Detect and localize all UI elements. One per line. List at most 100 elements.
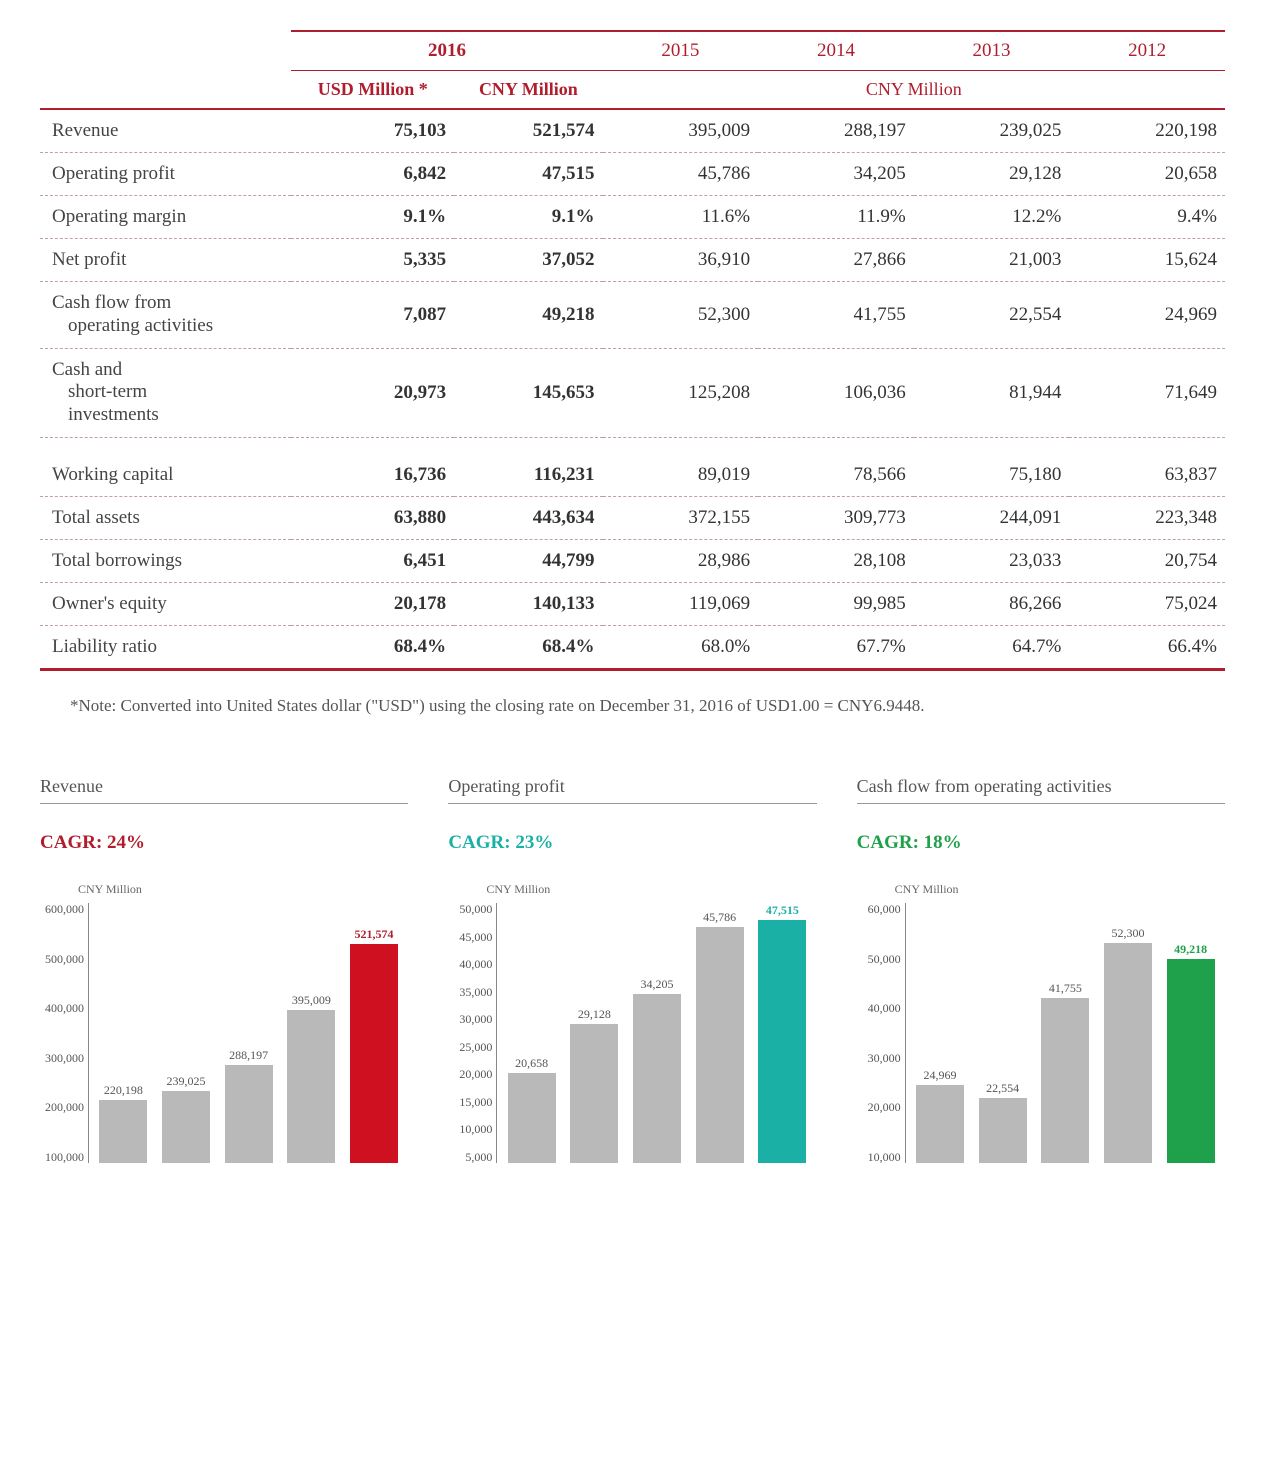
row-label: Working capital (40, 437, 291, 496)
cell: 64.7% (914, 625, 1070, 669)
bar-wrap: 47,515 (754, 903, 811, 1163)
cell: 106,036 (758, 348, 914, 437)
bar-value-label: 395,009 (292, 993, 331, 1008)
cell: 140,133 (454, 582, 602, 625)
chart-area: 600,000500,000400,000300,000200,000100,0… (40, 903, 408, 1163)
cagr-label: CAGR: 24% (40, 832, 408, 854)
y-tick: 50,000 (459, 903, 492, 915)
cell: 220,198 (1069, 109, 1225, 153)
bar-wrap: 49,218 (1162, 903, 1219, 1163)
cell: 78,566 (758, 437, 914, 496)
cell: 47,515 (454, 153, 602, 196)
table-row: Cash flow fromoperating activities7,0874… (40, 282, 1225, 349)
chart-block: Operating profitCAGR: 23%CNY Million50,0… (448, 776, 816, 1163)
bar-value-label: 220,198 (104, 1083, 143, 1098)
chart-title: Cash flow from operating activities (857, 776, 1225, 804)
y-tick: 25,000 (459, 1041, 492, 1053)
chart-area: 60,00050,00040,00030,00020,00010,00024,9… (857, 903, 1225, 1163)
cell: 223,348 (1069, 496, 1225, 539)
cagr-label: CAGR: 23% (448, 832, 816, 854)
y-axis: 50,00045,00040,00035,00030,00025,00020,0… (448, 903, 496, 1163)
y-tick: 200,000 (45, 1101, 84, 1113)
cell: 244,091 (914, 496, 1070, 539)
y-tick: 45,000 (459, 931, 492, 943)
cell: 24,969 (1069, 282, 1225, 349)
y-tick: 5,000 (465, 1151, 492, 1163)
cell: 75,024 (1069, 582, 1225, 625)
row-label: Operating margin (40, 196, 291, 239)
bar-wrap: 395,009 (283, 903, 340, 1163)
y-tick: 35,000 (459, 986, 492, 998)
cell: 9.4% (1069, 196, 1225, 239)
y-tick: 500,000 (45, 953, 84, 965)
cell: 443,634 (454, 496, 602, 539)
cell: 37,052 (454, 239, 602, 282)
y-tick: 400,000 (45, 1002, 84, 1014)
cell: 9.1% (454, 196, 602, 239)
unit-cny-2016: CNY Million (454, 71, 602, 110)
cell: 22,554 (914, 282, 1070, 349)
cell: 27,866 (758, 239, 914, 282)
cell: 288,197 (758, 109, 914, 153)
cell: 41,755 (758, 282, 914, 349)
cell: 52,300 (603, 282, 759, 349)
bar-value-label: 22,554 (986, 1081, 1019, 1096)
cell: 89,019 (603, 437, 759, 496)
footnote-text: *Note: Converted into United States doll… (70, 696, 1225, 716)
cell: 7,087 (291, 282, 454, 349)
table-year-header: 2016 2015 2014 2013 2012 (40, 31, 1225, 71)
cell: 68.4% (454, 625, 602, 669)
cell: 45,786 (603, 153, 759, 196)
bar-value-label: 239,025 (167, 1074, 206, 1089)
cell: 9.1% (291, 196, 454, 239)
row-label: Cash flow fromoperating activities (40, 282, 291, 349)
table-row: Net profit5,33537,05236,91027,86621,0031… (40, 239, 1225, 282)
axis-unit-label: CNY Million (486, 882, 816, 897)
charts-container: RevenueCAGR: 24%CNY Million600,000500,00… (40, 776, 1225, 1163)
row-label: Owner's equity (40, 582, 291, 625)
bar (350, 944, 398, 1163)
bar-value-label: 20,658 (515, 1056, 548, 1071)
y-tick: 10,000 (459, 1123, 492, 1135)
cell: 11.6% (603, 196, 759, 239)
bar (916, 1085, 964, 1163)
cell: 63,837 (1069, 437, 1225, 496)
y-tick: 30,000 (868, 1052, 901, 1064)
y-axis: 60,00050,00040,00030,00020,00010,000 (857, 903, 905, 1163)
bar-value-label: 45,786 (703, 910, 736, 925)
cell: 116,231 (454, 437, 602, 496)
cell: 49,218 (454, 282, 602, 349)
bar-wrap: 41,755 (1037, 903, 1094, 1163)
bar-wrap: 24,969 (912, 903, 969, 1163)
cell: 15,624 (1069, 239, 1225, 282)
bar-value-label: 34,205 (641, 977, 674, 992)
cell: 36,910 (603, 239, 759, 282)
table-row: Revenue75,103521,574395,009288,197239,02… (40, 109, 1225, 153)
cell: 28,986 (603, 539, 759, 582)
cell: 6,451 (291, 539, 454, 582)
cell: 29,128 (914, 153, 1070, 196)
bar-wrap: 239,025 (158, 903, 215, 1163)
bar (570, 1024, 618, 1163)
bar-wrap: 521,574 (346, 903, 403, 1163)
cell: 119,069 (603, 582, 759, 625)
cell: 68.0% (603, 625, 759, 669)
cell: 372,155 (603, 496, 759, 539)
cell: 12.2% (914, 196, 1070, 239)
year-2013: 2013 (914, 31, 1070, 71)
cell: 81,944 (914, 348, 1070, 437)
bar-wrap: 20,658 (503, 903, 560, 1163)
cell: 86,266 (914, 582, 1070, 625)
cell: 521,574 (454, 109, 602, 153)
cell: 11.9% (758, 196, 914, 239)
y-axis: 600,000500,000400,000300,000200,000100,0… (40, 903, 88, 1163)
bar-wrap: 34,205 (629, 903, 686, 1163)
row-label: Operating profit (40, 153, 291, 196)
cell: 5,335 (291, 239, 454, 282)
bar-wrap: 22,554 (974, 903, 1031, 1163)
plot-area: 20,65829,12834,20545,78647,515 (496, 903, 816, 1163)
cell: 34,205 (758, 153, 914, 196)
cell: 23,033 (914, 539, 1070, 582)
bar (633, 994, 681, 1163)
table-unit-header: USD Million * CNY Million CNY Million (40, 71, 1225, 110)
